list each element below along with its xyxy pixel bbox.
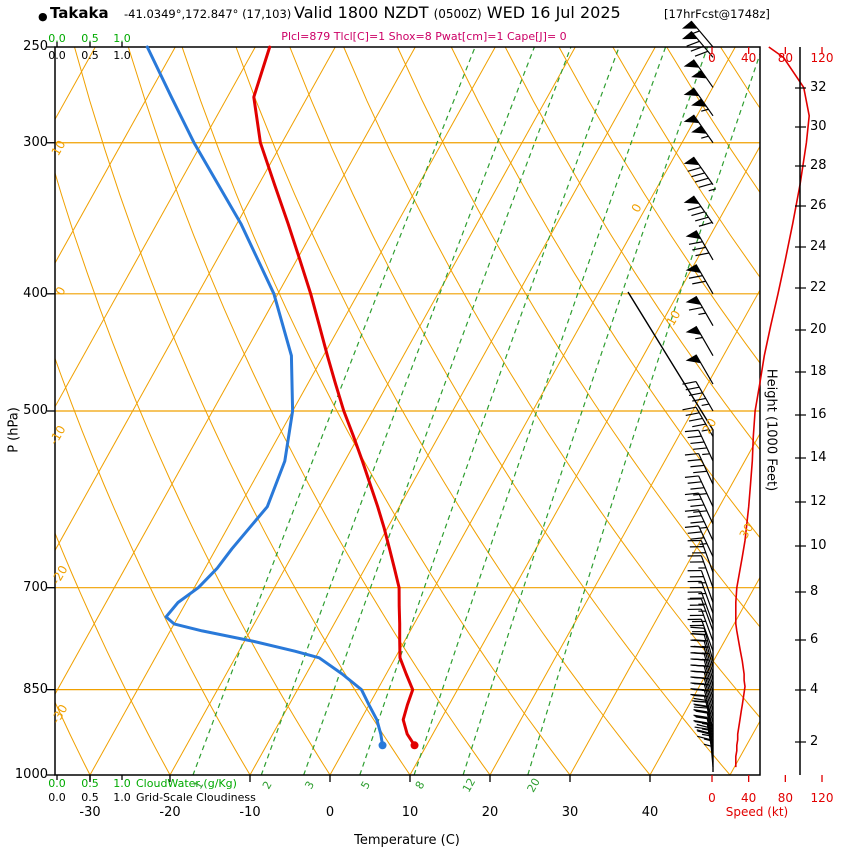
svg-text:10: 10 [664, 308, 684, 328]
surface-temp-marker [410, 741, 419, 750]
cloudwater-scale-top: 0.0 [48, 32, 66, 45]
svg-text:30: 30 [737, 521, 757, 541]
cloudwater-scale-top: 1.0 [113, 32, 131, 45]
svg-text:1: 1 [192, 779, 207, 792]
speed-tick-bottom-80: 80 [777, 791, 793, 805]
temperature-axis-title: Temperature (C) [354, 833, 460, 848]
cloudwater-scale-bottom: 1.0 [113, 777, 131, 790]
height-tick-2: 2 [810, 734, 819, 749]
station-coords: -41.0349°,172.847° (17,103) [124, 7, 292, 21]
height-tick-24: 24 [810, 239, 827, 254]
cloudiness-scale-top: 0.0 [48, 49, 66, 62]
temp-tick--10: -10 [239, 805, 261, 820]
axis-ticks [47, 42, 651, 782]
speed-tick-bottom-120: 120 [810, 791, 834, 805]
dewpoint-curve [145, 45, 384, 747]
cloudiness-scale-top: 1.0 [113, 49, 131, 62]
temp-tick-0: 0 [325, 805, 335, 820]
forecast-info: [17hrFcst@1748z] [664, 7, 770, 21]
indices-line: Plcl=879 Tlcl[C]=1 Shox=8 Pwat[cm]=1 Cap… [281, 30, 567, 43]
speed-axis-title: Speed (kt) [725, 805, 789, 819]
height-tick-14: 14 [810, 450, 827, 465]
svg-text:2: 2 [260, 779, 275, 792]
svg-text:8: 8 [413, 779, 428, 792]
temp-tick--20: -20 [159, 805, 181, 820]
speed-tick-top-80: 80 [777, 51, 793, 65]
height-tick-18: 18 [810, 364, 827, 379]
cloudiness-scale-top: 0.5 [81, 49, 99, 62]
cloudwater-label: CloudWater (g/Kg) [136, 777, 237, 790]
mixing-ratio-lines [192, 47, 760, 775]
temp-tick-30: 30 [561, 805, 579, 820]
surface-dewpoint-marker [378, 741, 387, 750]
pressure-tick-850: 850 [23, 681, 48, 697]
temp-tick-10: 10 [401, 805, 419, 820]
cloudwater-scale-bottom: 0.5 [81, 777, 99, 790]
station-bullet-icon: ● [38, 10, 48, 23]
cloudiness-scale-bottom: 0.0 [48, 791, 66, 804]
height-tick-30: 30 [810, 119, 827, 134]
svg-text:12: 12 [460, 776, 478, 795]
height-tick-4: 4 [810, 682, 819, 697]
svg-text:-10: -10 [47, 423, 69, 447]
valid-zulu: (0500Z) [433, 7, 482, 21]
height-tick-10: 10 [810, 538, 827, 553]
svg-text:-30: -30 [49, 702, 71, 726]
speed-curve [734, 46, 811, 768]
pressure-tick-700: 700 [23, 579, 48, 595]
svg-text:20: 20 [525, 776, 543, 795]
temp-tick-20: 20 [481, 805, 499, 820]
speed-tick-top-40: 40 [741, 51, 757, 65]
speed-tick-bottom-40: 40 [741, 791, 757, 805]
svg-text:5: 5 [358, 779, 373, 792]
svg-text:0: 0 [629, 201, 645, 215]
height-tick-28: 28 [810, 158, 827, 173]
station-name: Takaka [50, 4, 109, 22]
pressure-tick-1000: 1000 [14, 767, 48, 782]
height-tick-12: 12 [810, 494, 827, 509]
speed-ticks [711, 47, 823, 782]
height-tick-22: 22 [810, 280, 827, 295]
height-tick-6: 6 [810, 632, 819, 647]
pressure-tick-400: 400 [23, 285, 48, 301]
pressure-tick-500: 500 [23, 403, 48, 418]
cloudwater-scale-bottom: 0.0 [48, 777, 66, 790]
valid-time: Valid 1800 NZDT (0500Z) WED 16 Jul 2025 [294, 5, 621, 21]
cloudiness-scale-bottom: 0.5 [81, 791, 99, 804]
valid-prefix: Valid 1800 NZDT [294, 3, 429, 22]
pressure-gridlines [55, 142, 760, 691]
svg-text:20: 20 [700, 416, 720, 436]
temp-tick--30: -30 [79, 805, 101, 820]
dry-adiabats [55, 47, 760, 775]
height-tick-20: 20 [810, 322, 827, 337]
temperature-curve [252, 45, 416, 747]
height-tick-32: 32 [810, 80, 827, 95]
height-tick-16: 16 [810, 407, 827, 422]
temp-tick-40: 40 [641, 805, 659, 820]
pressure-tick-300: 300 [23, 134, 48, 150]
svg-text:10: 10 [49, 138, 69, 158]
wind-barbs [681, 20, 717, 768]
cloudiness-scale-bottom: 1.0 [113, 791, 131, 804]
cloudwater-scale-top: 0.5 [81, 32, 99, 45]
height-tick-26: 26 [810, 198, 827, 213]
valid-date: WED 16 Jul 2025 [486, 3, 621, 22]
svg-text:3: 3 [302, 779, 317, 792]
speed-tick-bottom-0: 0 [708, 791, 716, 805]
speed-tick-top-120: 120 [810, 51, 834, 65]
direction-profile-line [627, 291, 714, 772]
cloudiness-label: Grid-Scale Cloudiness [136, 791, 256, 804]
svg-text:-20: -20 [49, 563, 71, 587]
pressure-tick-250: 250 [23, 39, 48, 54]
speed-tick-top-0: 0 [708, 51, 716, 65]
height-axis [795, 47, 806, 775]
height-tick-8: 8 [810, 584, 819, 599]
